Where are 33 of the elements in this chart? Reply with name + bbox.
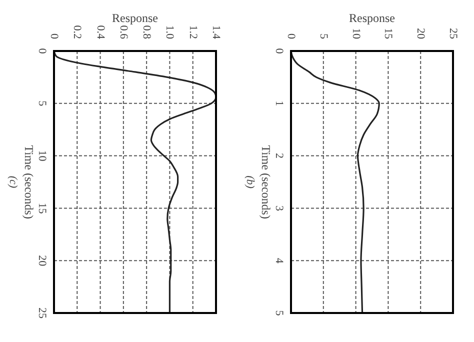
x-tick-label: 0.4 [94,25,106,40]
y-tick-label: 5 [273,310,285,316]
y-tick-label: 10 [36,150,48,162]
y-tick-label: 0 [36,48,48,54]
x-tick-label: 25 [447,28,459,40]
y-tick-label: 5 [36,100,48,107]
y-axis-title: Time (seconds) [259,145,273,219]
y-tick-label: 2 [273,153,285,159]
line-series [291,51,380,313]
x-tick-label: 5 [317,34,330,40]
x-axis-title: Response [112,11,158,25]
x-tick-label: 0 [285,34,297,40]
x-tick-label: 0.2 [71,25,84,39]
x-tick-label: 20 [414,28,427,40]
y-tick-label: 25 [36,308,48,319]
x-tick-label: 15 [382,28,394,40]
x-tick-label: 0.6 [117,25,130,40]
y-tick-label: 4 [273,258,285,264]
x-tick-label: 1.0 [164,25,176,40]
x-tick-label: 0.8 [140,25,153,40]
x-tick-label: 1.4 [210,25,222,40]
y-tick-label: 0 [273,48,285,54]
x-tick-label: 10 [350,28,362,40]
text: (b) [244,176,256,189]
y-tick-label: 15 [36,202,48,214]
y-tick-label: 3 [273,205,285,212]
y-tick-label: 20 [36,255,48,267]
x-tick-label: 0 [48,34,60,40]
y-axis-title: Time (seconds) [22,145,36,219]
x-axis-title: Response [349,11,395,25]
text: (c) [7,176,19,188]
x-tick-label: 1.2 [186,25,199,39]
y-tick-label: 1 [273,100,285,106]
